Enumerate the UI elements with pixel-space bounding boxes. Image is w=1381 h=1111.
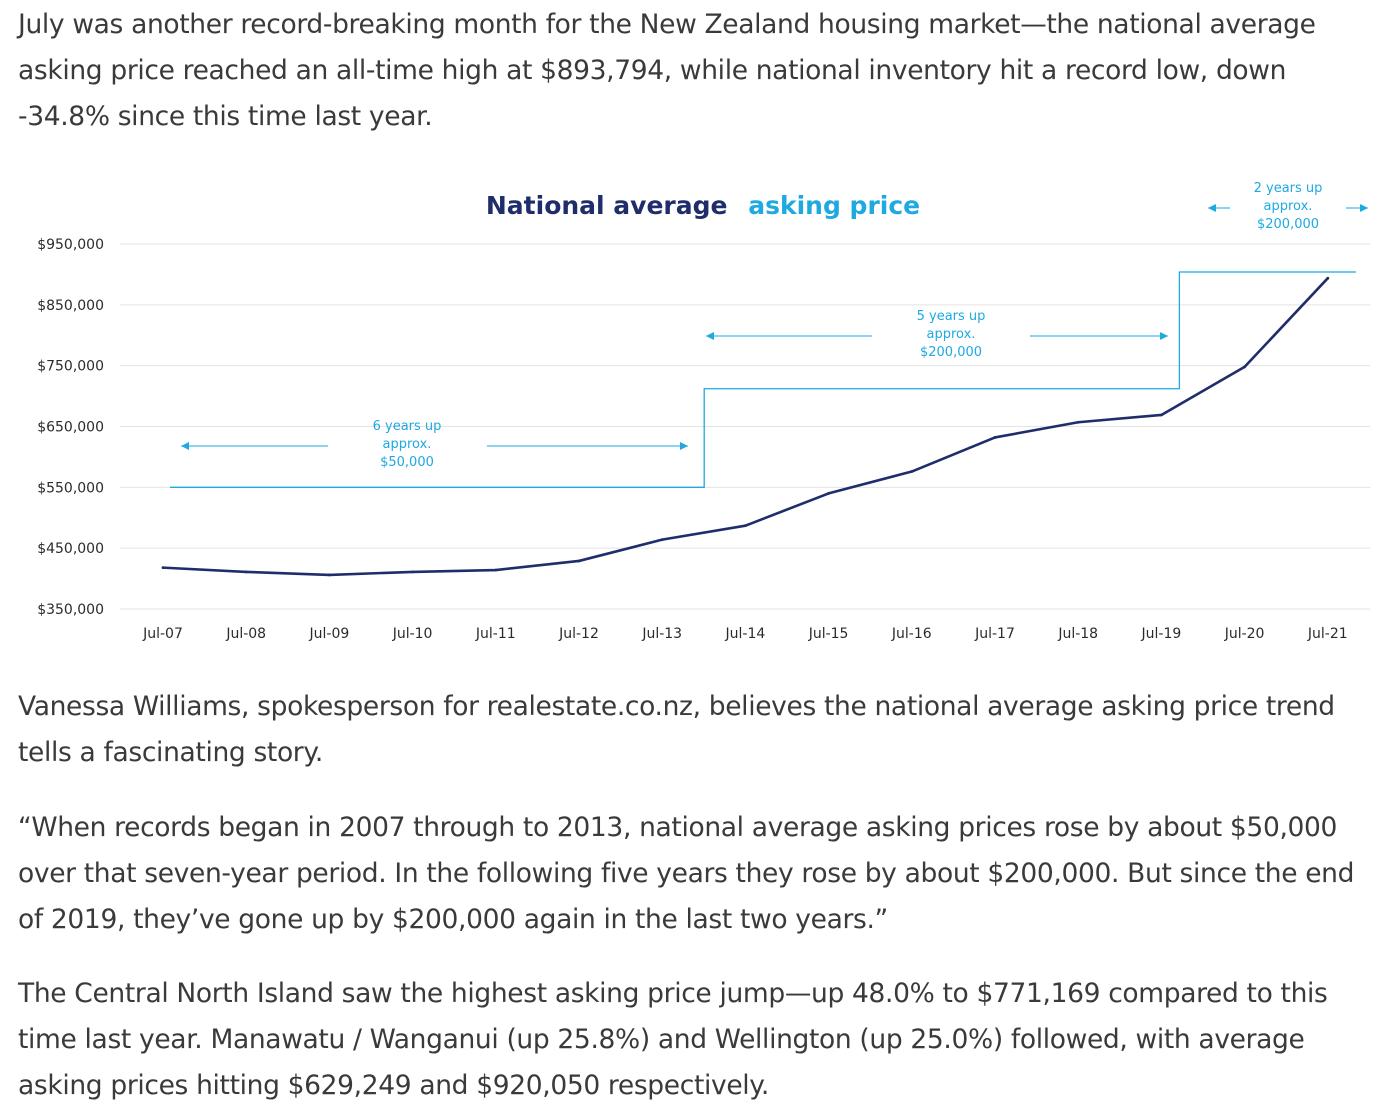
price-point [494, 568, 498, 572]
annotation-text: approx. [1264, 199, 1313, 214]
x-tick-label: Jul-08 [225, 626, 266, 642]
price-series [161, 276, 1330, 577]
annotation-text: $200,000 [1257, 217, 1319, 232]
x-tick-label: Jul-16 [891, 626, 932, 642]
price-point [1076, 420, 1080, 424]
x-tick-label: Jul-20 [1224, 626, 1265, 642]
y-tick-label: $550,000 [37, 480, 104, 496]
y-tick-label: $350,000 [37, 602, 104, 618]
price-point [744, 524, 747, 528]
x-tick-label: Jul-15 [808, 626, 849, 642]
x-tick-label: Jul-21 [1307, 626, 1348, 642]
asking-price-chart: National average asking price $350,000 $4… [37, 181, 1370, 642]
price-point [1160, 413, 1163, 417]
arrow-head-left [706, 332, 714, 340]
x-tick-label: Jul-13 [641, 626, 682, 642]
x-tick-label: Jul-09 [309, 626, 350, 642]
price-point [1243, 365, 1246, 369]
annotation-text: 2 years up [1254, 181, 1323, 196]
x-tick-label: Jul-17 [974, 626, 1015, 642]
quote-paragraph: “When records began in 2007 through to 2… [18, 812, 1355, 935]
price-point [827, 492, 830, 495]
period-annotations: 6 years up approx. $50,000 5 years up approx… [181, 181, 1368, 470]
x-tick-label: Jul-19 [1141, 626, 1182, 642]
y-tick-label: $850,000 [37, 298, 104, 314]
annotation-text: 5 years up [917, 309, 986, 324]
gridlines [120, 243, 1370, 610]
intro-paragraph: July was another record-breaking month f… [18, 9, 1316, 132]
chart-title: National average asking price [486, 191, 920, 220]
x-tick-label: Jul-12 [558, 626, 599, 642]
price-point [411, 570, 414, 574]
annotation-text: $200,000 [920, 345, 982, 360]
arrow-head-right [1360, 204, 1368, 212]
price-point [660, 538, 664, 542]
step-guides [170, 271, 1356, 488]
x-tick-label: Jul-10 [392, 626, 433, 642]
y-tick-label: $950,000 [37, 237, 104, 253]
annotation-text: 6 years up [373, 419, 442, 434]
price-point [1326, 276, 1330, 280]
regions-paragraph: The Central North Island saw the highest… [18, 978, 1328, 1101]
arrow-head-left [1208, 204, 1216, 212]
x-tick-label: Jul-11 [475, 626, 516, 642]
y-axis-ticks: $350,000 $450,000 $550,000 $650,000 $750,000… [37, 237, 104, 618]
step-guide-line [170, 271, 1356, 488]
x-tick-label: Jul-18 [1057, 626, 1098, 642]
x-axis-ticks: Jul-07 Jul-08 Jul-09 Jul-10 Jul-11 Jul-12 Jul-… [142, 626, 1348, 642]
x-tick-label: Jul-07 [142, 626, 183, 642]
price-point [577, 559, 581, 563]
price-point [328, 573, 331, 577]
arrow-head-left [181, 442, 189, 450]
x-tick-label: Jul-14 [725, 626, 766, 642]
spokesperson-paragraph: Vanessa Williams, spokesperson for reale… [18, 691, 1335, 768]
arrow-head-right [1160, 332, 1168, 340]
price-point [244, 570, 248, 574]
annotation-text: approx. [927, 327, 976, 342]
y-tick-label: $650,000 [37, 420, 104, 436]
annotation-text: $50,000 [380, 455, 434, 470]
annotation-text: approx. [383, 437, 432, 452]
y-tick-label: $450,000 [37, 541, 104, 557]
price-point [910, 470, 914, 473]
price-point [993, 436, 997, 439]
chart-title-part-2: asking price [748, 191, 920, 220]
price-point [161, 566, 165, 570]
y-tick-label: $750,000 [37, 359, 104, 375]
arrow-head-right [680, 442, 688, 450]
chart-title-part-1: National average [486, 191, 728, 220]
